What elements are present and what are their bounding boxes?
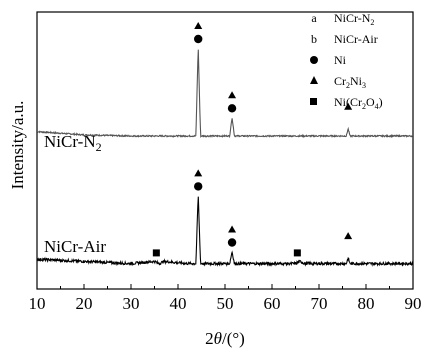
series-label-nicr-air: NiCr-Air — [44, 237, 106, 256]
marker-nicr2o4-square-11 — [293, 249, 301, 257]
y-axis-title: Intensity/a.u. — [8, 101, 27, 190]
legend: a NiCr-N2 b NiCr-Air Ni Cr2Ni3 Ni(Cr2O4) — [310, 11, 383, 111]
x-tick-label-50: 50 — [217, 294, 234, 313]
marker-ni-circle-6 — [194, 182, 203, 191]
legend-label-2: Ni — [334, 53, 347, 67]
x-tick-label-30: 30 — [123, 294, 140, 313]
series-line-0 — [36, 49, 414, 139]
marker-cr2ni3-triangle-5 — [194, 169, 203, 177]
marker-cr2ni3-triangle-2 — [228, 91, 237, 99]
legend-cr2ni3-triangle-icon — [310, 76, 318, 84]
legend-label-4: Ni(Cr2O4) — [334, 95, 383, 111]
legend-label-1: NiCr-Air — [334, 32, 378, 46]
marker-cr2ni3-triangle-4 — [344, 102, 353, 110]
x-tick-label-10: 10 — [29, 294, 46, 313]
series-label-nicr-n2: NiCr-N2 — [44, 132, 102, 154]
marker-nicr2o4-square-10 — [152, 249, 160, 257]
x-tick-label-20: 20 — [76, 294, 93, 313]
legend-ni-circle-icon — [310, 56, 318, 64]
legend-key-a: a — [311, 11, 317, 25]
marker-ni-circle-8 — [227, 238, 237, 247]
marker-layer — [152, 22, 353, 257]
legend-label-0: NiCr-N2 — [334, 11, 374, 27]
legend-key-b: b — [311, 32, 317, 46]
legend-label-3: Cr2Ni3 — [334, 74, 366, 90]
marker-cr2ni3-triangle-9 — [344, 232, 353, 240]
marker-ni-circle-3 — [227, 104, 237, 113]
x-tick-label-40: 40 — [170, 294, 187, 313]
x-axis-title: 2θ/(°) — [205, 329, 245, 348]
x-tick-label-80: 80 — [358, 294, 375, 313]
x-tick-label-60: 60 — [264, 294, 281, 313]
marker-cr2ni3-triangle-7 — [228, 225, 237, 233]
legend-nicr2o4-square-icon — [310, 98, 317, 105]
marker-ni-circle-1 — [194, 34, 203, 44]
series-line-1 — [36, 196, 414, 267]
x-tick-label-70: 70 — [311, 294, 328, 313]
x-tick-label-90: 90 — [405, 294, 422, 313]
marker-cr2ni3-triangle-0 — [194, 22, 203, 29]
x-axis-ticks: 10 20 30 40 50 60 70 80 90 — [29, 284, 422, 313]
series-layer — [36, 49, 414, 267]
